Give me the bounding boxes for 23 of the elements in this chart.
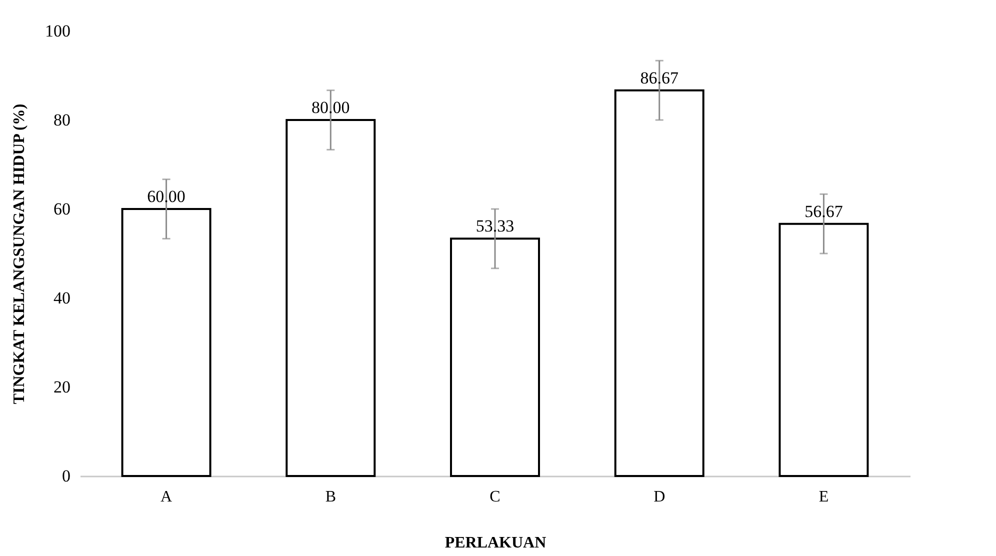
y-axis-title: TINGKAT KELANGSUNGAN HIDUP (%) [11, 104, 28, 404]
x-axis-title: PERLAKUAN [444, 534, 547, 552]
data-label: 53.33 [476, 216, 514, 236]
y-tick-label: 20 [54, 378, 70, 396]
data-label: 80.00 [312, 98, 350, 117]
x-tick-label: D [654, 488, 666, 506]
y-tick-label: 40 [54, 288, 70, 308]
bar [450, 238, 540, 477]
y-tick-label: 60 [54, 200, 70, 218]
x-tick-label: B [325, 488, 336, 506]
x-tick-label: A [160, 488, 173, 506]
bar [778, 222, 869, 477]
x-tick-label: E [818, 488, 829, 506]
y-tick-label: 100 [45, 22, 70, 40]
y-tick-label: 0 [62, 466, 70, 486]
y-tick-label: 80 [54, 110, 70, 130]
data-label: 60.00 [147, 187, 186, 206]
bar [121, 208, 212, 477]
data-label: 56.67 [804, 202, 844, 221]
data-label: 86.67 [640, 68, 679, 88]
bar [614, 89, 704, 477]
bar [286, 119, 376, 477]
x-tick-label: C [490, 488, 500, 506]
